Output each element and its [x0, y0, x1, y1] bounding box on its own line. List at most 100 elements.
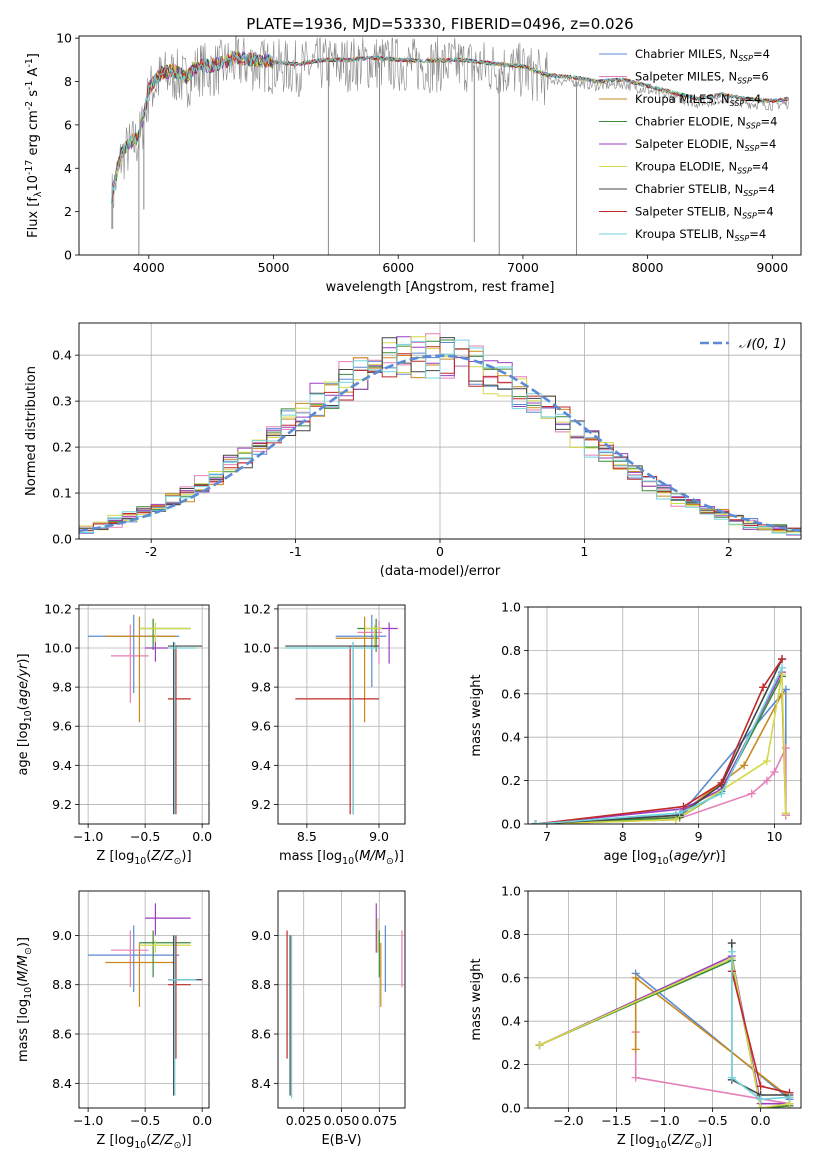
x-tick-label: 0 [436, 544, 444, 559]
errorbar-chabrier-stelib [167, 935, 203, 1096]
legend-label: Salpeter MILES, NSSP=6 [635, 70, 769, 86]
y-tick-label: 8.6 [251, 1027, 271, 1042]
spectrum-legend: Chabrier MILES, NSSP=4 Salpeter MILES, NS… [599, 47, 777, 243]
errorbar-salpeter-miles [110, 930, 149, 988]
data-point-marker [759, 683, 768, 692]
y-tick-label: 1.0 [501, 600, 521, 615]
y-tick-label: 10.0 [243, 641, 271, 656]
y-tick-label: 0.2 [501, 773, 521, 788]
mass_weight_vs_Z-plot-area [535, 939, 794, 1108]
errorbar-kroupa-elodie [139, 622, 191, 643]
errorbar-kroupa-miles [105, 616, 176, 723]
x-tick-label: −2.0 [553, 1113, 583, 1128]
errorbar-chabrier-elodie [139, 618, 191, 650]
x-tick-label: 7 [543, 829, 551, 844]
errorbar-salpeter-stelib [167, 935, 191, 1059]
series-line [635, 972, 791, 1100]
axes-frame [78, 322, 802, 540]
y-tick-label: 6 [64, 117, 72, 132]
x-tick-label: −1.0 [73, 1113, 103, 1128]
y-tick-label: 1.0 [501, 884, 521, 899]
data-point-marker [778, 655, 787, 664]
y-tick-label: 9.2 [251, 797, 271, 812]
y-tick-label: 0.4 [52, 348, 72, 363]
errorbar-kroupa-miles [105, 942, 176, 1007]
y-tick-label: 9.8 [52, 680, 72, 695]
errorbar-chabrier-miles [88, 614, 180, 693]
mass_weight_vs_age-plot-area [531, 655, 790, 824]
y-tick-label: 0.4 [501, 1014, 521, 1029]
data-point-marker [756, 1104, 765, 1108]
data-point-marker [679, 802, 688, 811]
y-tick-label: 0.4 [501, 730, 521, 745]
errorbar-kroupa-miles [335, 616, 380, 723]
data-point-marker [531, 820, 540, 824]
y-tick-label: 9.0 [52, 928, 72, 943]
legend-label: Kroupa STELIB, NSSP=4 [635, 227, 766, 243]
x-tick-label: 9 [695, 829, 703, 844]
x-axis-label: Z [log10(Z/Z⊙)] [96, 1133, 191, 1151]
axes-frame [78, 604, 210, 825]
legend-label: Salpeter STELIB, NSSP=4 [635, 205, 774, 221]
mass_vs_EBV-plot-area [286, 903, 403, 1099]
errorbar-chabrier-miles [88, 925, 180, 993]
y-tick-label: 8.8 [52, 977, 72, 992]
y-tick-label: 9.8 [251, 680, 271, 695]
x-tick-label: 0.075 [361, 1113, 397, 1128]
data-point-marker [717, 789, 726, 798]
data-point-marker [727, 1073, 736, 1082]
errorbar-kroupa-stelib [167, 935, 197, 1096]
y-tick-label: 9.0 [251, 928, 271, 943]
y-tick-label: 0.2 [52, 440, 72, 455]
series-kroupa-stelib [727, 947, 794, 1104]
histogram-kroupa-stelib [79, 339, 801, 535]
y-tick-label: 0.8 [501, 927, 521, 942]
x-tick-label: 9.0 [369, 829, 389, 844]
axes-frame [277, 890, 406, 1109]
legend-label: Chabrier MILES, NSSP=4 [635, 47, 770, 63]
x-axis-label: (data-model)/error [380, 564, 501, 579]
x-axis-label: Z [log10(Z/Z⊙)] [96, 849, 191, 867]
x-tick-label: 6000 [382, 260, 414, 275]
y-tick-label: 10.2 [243, 601, 271, 616]
data-point-marker [756, 1095, 765, 1104]
errorbar-salpeter-miles [110, 624, 149, 703]
y-axis-label: mass weight [469, 958, 484, 1040]
series-kroupa-stelib [531, 663, 787, 824]
data-point-marker [727, 947, 736, 956]
y-axis-label: Flux [fλ10-17 erg cm-2 s-1 A-1] [24, 53, 44, 238]
y-axis-label: age [log10(age/yr)] [16, 653, 34, 775]
series-line [535, 658, 783, 824]
errorbar-salpeter-elodie [379, 622, 398, 664]
x-tick-label: 0.025 [286, 1113, 322, 1128]
chart-mass_vs_EBV: 0.025 0.050 0.075 8.4 8.6 8.8 9.0 E(B-V) [251, 890, 406, 1148]
chart-age_vs_mass: 8.5 9.0 9.2 9.4 9.6 9.8 10.0 10.2 mass [log10(M/… [243, 601, 406, 867]
errorbar-chabrier-elodie [357, 618, 382, 652]
x-tick-label: 9000 [756, 260, 788, 275]
axes-frame [277, 604, 406, 825]
series-kroupa-miles [531, 689, 790, 824]
y-tick-label: 0.0 [501, 817, 521, 832]
y-tick-label: 9.4 [251, 758, 271, 773]
x-axis-label: Z [log10(Z/Z⊙)] [617, 1133, 712, 1151]
legend-label: 𝒩(0, 1) [739, 337, 786, 352]
data-point-marker [756, 1082, 765, 1091]
x-tick-label: 7000 [507, 260, 539, 275]
normal-distribution-curve [79, 354, 801, 533]
y-tick-label: 0.6 [501, 686, 521, 701]
data-point-marker [740, 761, 749, 770]
x-tick-label: −1.0 [73, 829, 103, 844]
figure-title: PLATE=1936, MJD=53330, FIBERID=0496, z=0… [246, 15, 633, 33]
y-tick-label: 0.8 [501, 643, 521, 658]
y-tick-label: 0.3 [52, 394, 72, 409]
axes-frame [78, 35, 802, 256]
data-point-marker [631, 973, 640, 982]
data-point-marker [770, 767, 779, 776]
y-tick-label: 8 [64, 74, 72, 89]
errorbar-salpeter-stelib [167, 646, 191, 815]
y-tick-label: 10.2 [44, 601, 72, 616]
axes-frame [527, 890, 802, 1109]
histogram-legend: 𝒩(0, 1) [700, 337, 786, 352]
x-tick-label: 0.0 [192, 829, 212, 844]
